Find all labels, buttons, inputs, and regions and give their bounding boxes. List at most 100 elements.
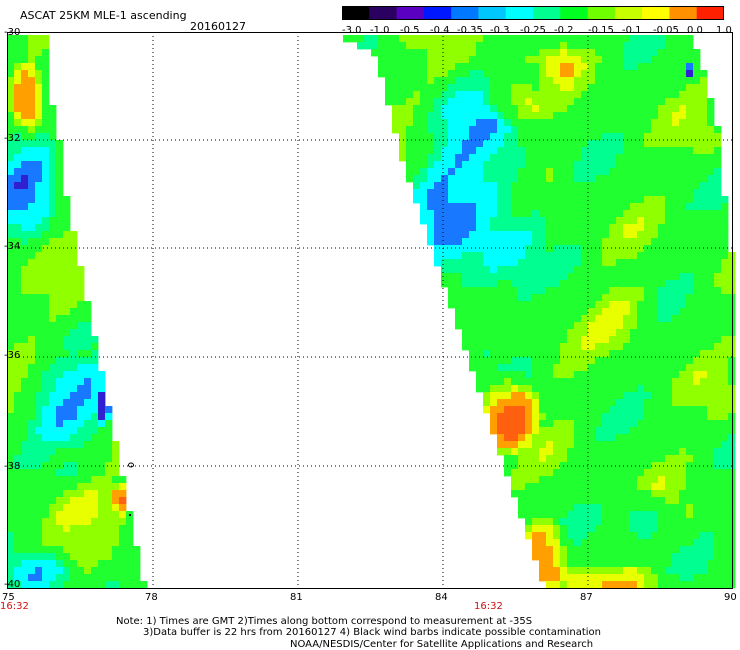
swath-cell <box>476 42 484 50</box>
swath-cell <box>28 42 36 50</box>
swath-cell <box>602 378 610 386</box>
swath-cell <box>644 63 652 71</box>
swath-cell <box>413 112 421 120</box>
swath-cell <box>518 112 526 120</box>
swath-cell <box>546 147 554 155</box>
swath-cell <box>42 63 50 71</box>
swath-cell <box>56 539 64 547</box>
swath-cell <box>42 385 50 393</box>
swath-cell <box>567 287 575 295</box>
swath-cell <box>700 259 708 267</box>
swath-cell <box>665 231 673 239</box>
swath-cell <box>56 553 64 561</box>
swath-cell <box>112 539 120 547</box>
swath-cell <box>490 112 498 120</box>
swath-cell <box>651 364 659 372</box>
swath-cell <box>630 154 638 162</box>
swath-cell <box>553 266 561 274</box>
swath-cell <box>581 112 589 120</box>
swath-cell <box>679 343 687 351</box>
swath-cell <box>35 49 43 57</box>
swath-cell <box>532 553 540 561</box>
swath-cell <box>28 70 36 78</box>
swath-cell <box>658 371 666 379</box>
swath-cell <box>98 497 106 505</box>
swath-cell <box>679 119 687 127</box>
swath-cell <box>49 119 57 127</box>
swath-cell <box>511 245 519 253</box>
swath-cell <box>448 119 456 127</box>
swath-cell <box>21 112 29 120</box>
swath-cell <box>574 84 582 92</box>
legend-swatch <box>696 6 724 20</box>
swath-cell <box>700 504 708 512</box>
swath-cell <box>7 56 15 64</box>
swath-cell <box>483 140 491 148</box>
swath-cell <box>42 140 50 148</box>
swath-cell <box>644 532 652 540</box>
swath-cell <box>637 483 645 491</box>
swath-cell <box>567 553 575 561</box>
swath-cell <box>700 168 708 176</box>
swath-cell <box>406 49 414 57</box>
swath-cell <box>623 294 631 302</box>
swath-cell <box>574 434 582 442</box>
swath-cell <box>434 70 442 78</box>
swath-cell <box>476 266 484 274</box>
swath-cell <box>553 252 561 260</box>
swath-cell <box>672 70 680 78</box>
swath-cell <box>595 315 603 323</box>
swath-cell <box>686 35 694 43</box>
swath-cell <box>91 420 99 428</box>
swath-cell <box>462 154 470 162</box>
swath-cell <box>581 525 589 533</box>
swath-cell <box>714 497 722 505</box>
swath-cell <box>399 63 407 71</box>
swath-cell <box>546 35 554 43</box>
swath-cell <box>7 329 15 337</box>
swath-cell <box>119 574 127 582</box>
swath-cell <box>7 196 15 204</box>
swath-cell <box>560 210 568 218</box>
swath-cell <box>560 378 568 386</box>
swath-cell <box>490 203 498 211</box>
swath-cell <box>567 336 575 344</box>
swath-cell <box>637 560 645 568</box>
swath-cell <box>637 532 645 540</box>
swath-cell <box>525 378 533 386</box>
swath-cell <box>728 511 736 519</box>
swath-cell <box>518 329 526 337</box>
swath-cell <box>623 301 631 309</box>
swath-cell <box>504 133 512 141</box>
swath-cell <box>693 532 701 540</box>
swath-cell <box>574 266 582 274</box>
swath-cell <box>588 385 596 393</box>
swath-cell <box>567 210 575 218</box>
swath-cell <box>532 56 540 64</box>
swath-cell <box>539 406 547 414</box>
swath-cell <box>476 322 484 330</box>
swath-cell <box>651 462 659 470</box>
swath-cell <box>462 322 470 330</box>
swath-cell <box>28 357 36 365</box>
swath-cell <box>560 329 568 337</box>
swath-cell <box>644 378 652 386</box>
swath-cell <box>7 252 15 260</box>
swath-cell <box>588 420 596 428</box>
swath-cell <box>462 287 470 295</box>
swath-cell <box>28 259 36 267</box>
swath-cell <box>497 343 505 351</box>
swath-cell <box>553 553 561 561</box>
swath-cell <box>7 497 15 505</box>
swath-cell <box>483 210 491 218</box>
swath-cell <box>707 119 715 127</box>
swath-cell <box>588 42 596 50</box>
swath-cell <box>539 42 547 50</box>
swath-cell <box>546 133 554 141</box>
swath-cell <box>469 189 477 197</box>
swath-cell <box>518 343 526 351</box>
swath-cell <box>539 504 547 512</box>
swath-cell <box>595 511 603 519</box>
swath-cell <box>651 581 659 589</box>
swath-cell <box>84 497 92 505</box>
